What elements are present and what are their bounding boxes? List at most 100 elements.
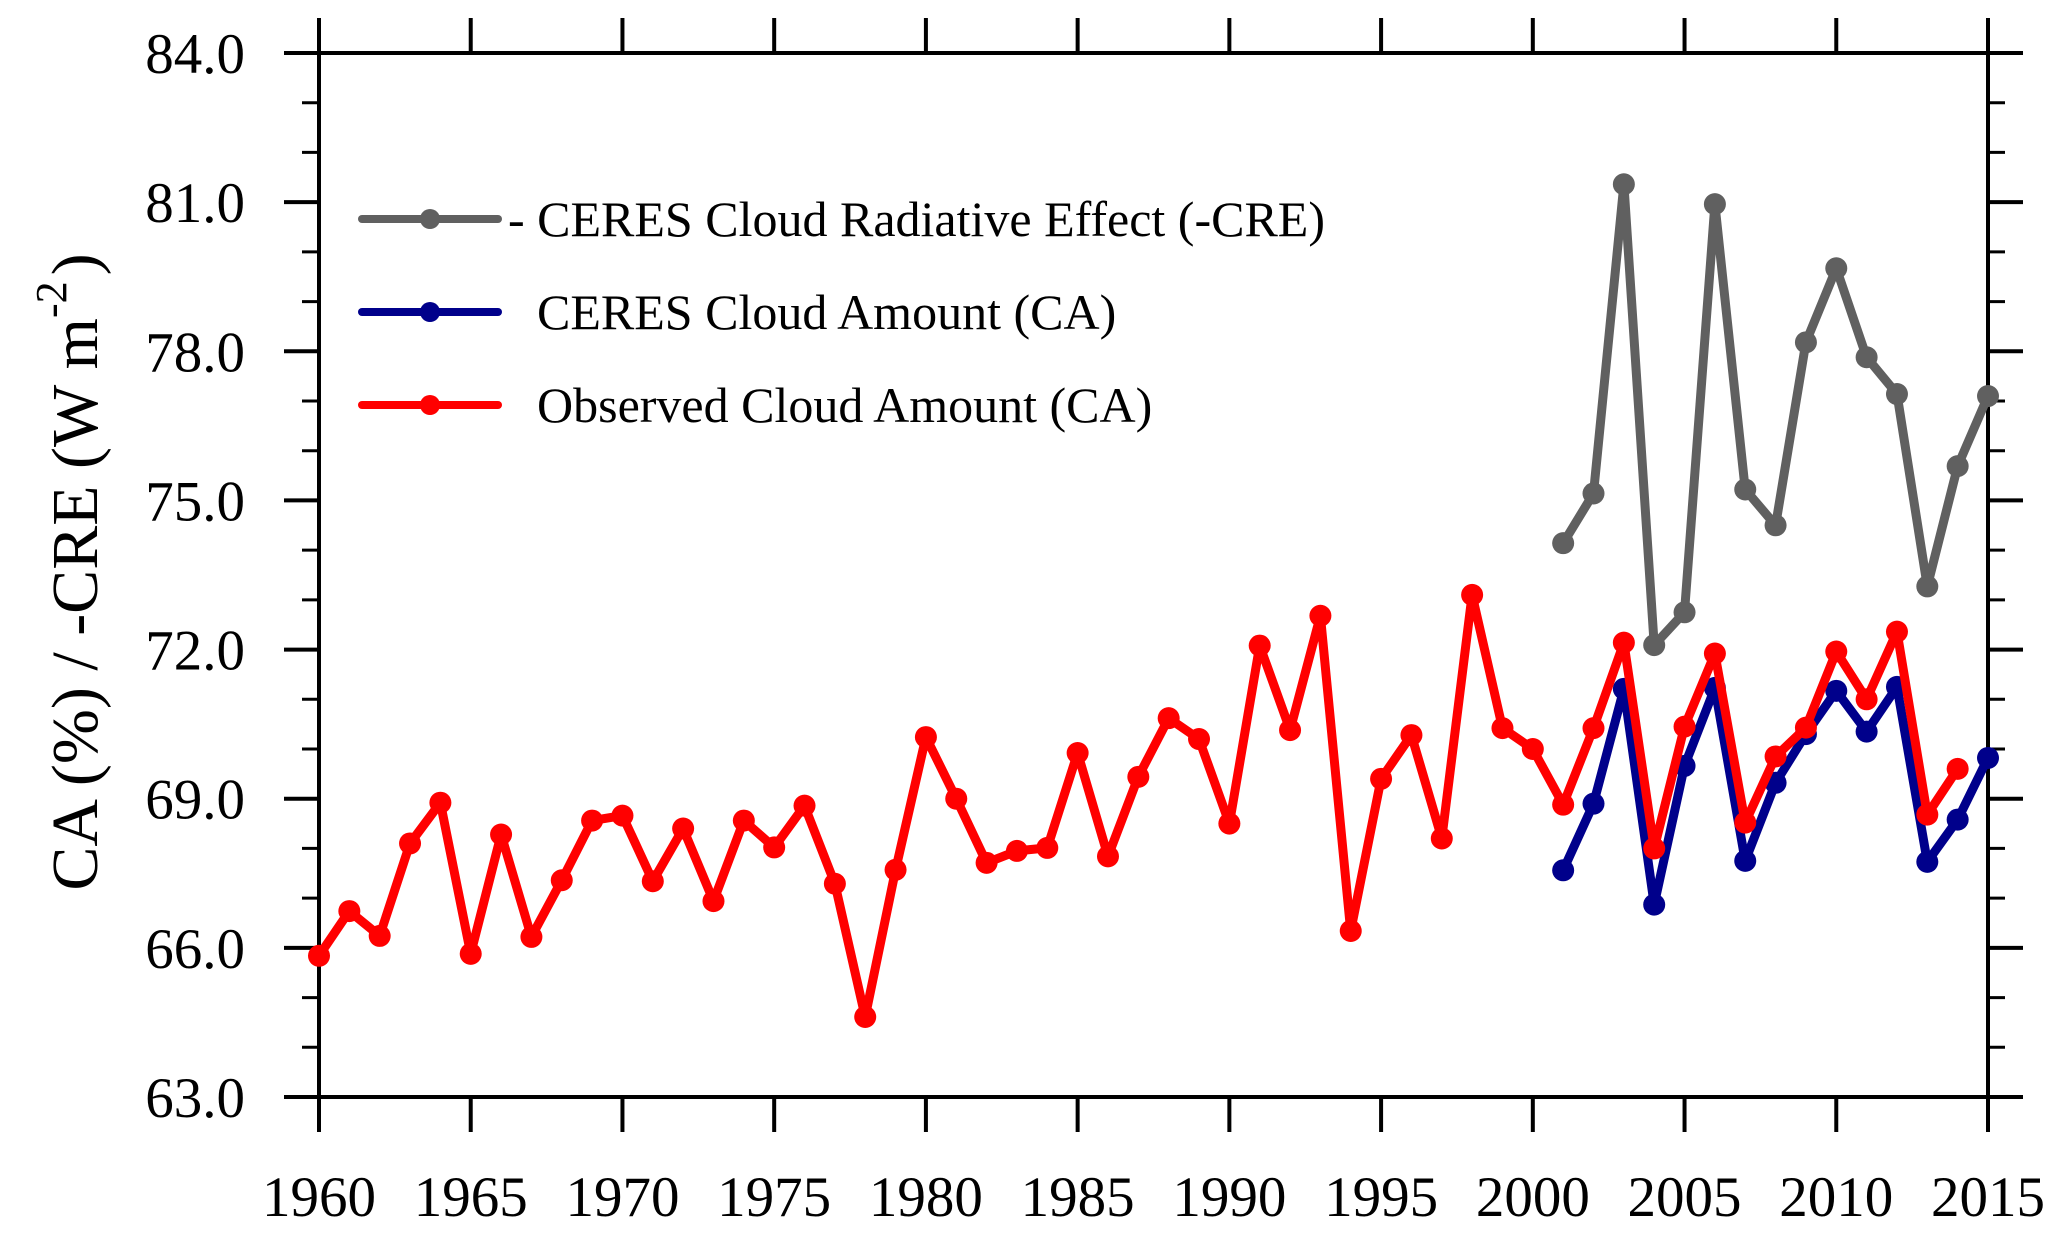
data-point-observed-ca [1916, 803, 1939, 826]
data-point-observed-ca [399, 832, 422, 855]
y-tick-label: 78.0 [145, 321, 245, 384]
data-point-cre [1673, 601, 1696, 624]
data-point-observed-ca [1643, 837, 1666, 860]
data-point-observed-ca [1521, 738, 1544, 760]
data-point-observed-ca [1461, 583, 1484, 606]
legend-swatch-marker [420, 209, 440, 229]
data-point-observed-ca [550, 869, 573, 892]
data-point-observed-ca [1127, 765, 1150, 788]
data-point-observed-ca [581, 809, 604, 832]
data-point-observed-ca [1309, 604, 1332, 627]
data-point-observed-ca [1673, 715, 1696, 738]
data-point-observed-ca [854, 1005, 877, 1028]
x-tick-label: 2015 [1931, 1166, 2045, 1229]
data-point-cre [1764, 514, 1787, 537]
x-tick-label: 2005 [1628, 1166, 1742, 1229]
data-point-observed-ca [1370, 767, 1393, 790]
data-point-observed-ca [1096, 845, 1119, 868]
data-point-ceres-ca [1825, 679, 1848, 702]
data-point-observed-ca [520, 925, 543, 948]
legend-swatch-marker [420, 395, 440, 415]
data-point-observed-ca [308, 944, 330, 967]
data-point-observed-ca [1582, 717, 1605, 740]
data-point-observed-ca [1552, 793, 1575, 816]
data-point-observed-ca [884, 858, 907, 881]
y-tick-label: 84.0 [145, 23, 245, 86]
data-point-observed-ca [611, 804, 634, 827]
data-point-cre [1916, 575, 1939, 598]
data-point-cre [1734, 478, 1757, 501]
data-point-observed-ca [1218, 812, 1241, 835]
data-point-observed-ca [1036, 836, 1059, 859]
data-point-ceres-ca [1734, 849, 1757, 872]
data-point-observed-ca [1885, 620, 1908, 643]
data-point-cre [1885, 383, 1908, 406]
data-point-observed-ca [823, 872, 846, 895]
data-point-observed-ca [459, 942, 482, 965]
data-point-ceres-ca [1582, 792, 1605, 815]
data-point-observed-ca [1248, 634, 1271, 657]
data-point-ceres-ca [1946, 808, 1969, 831]
legend-item-cre: - CERES Cloud Radiative Effect (-CRE) [358, 191, 1325, 247]
data-point-observed-ca [338, 900, 361, 923]
data-point-observed-ca [672, 817, 695, 840]
series-cre [1552, 173, 1999, 657]
data-point-cre [1643, 634, 1666, 657]
data-point-observed-ca [1734, 811, 1757, 834]
x-tick-label: 1990 [1172, 1166, 1286, 1229]
data-point-observed-ca [1430, 827, 1453, 850]
data-point-observed-ca [1339, 919, 1362, 942]
data-point-cre [1552, 532, 1575, 555]
data-point-observed-ca [1612, 631, 1635, 654]
series-ceres-ca [1552, 675, 1999, 916]
x-tick-label: 2010 [1779, 1166, 1893, 1229]
data-point-observed-ca [763, 836, 786, 859]
data-point-ceres-ca [1643, 893, 1666, 916]
data-point-observed-ca [368, 924, 391, 947]
data-point-observed-ca [1825, 640, 1848, 663]
x-tick-label: 1980 [869, 1166, 983, 1229]
data-point-ceres-ca [1855, 720, 1878, 743]
x-tick-label: 1985 [1021, 1166, 1135, 1229]
data-point-observed-ca [1279, 719, 1302, 742]
data-point-observed-ca [490, 823, 513, 846]
data-point-observed-ca [1855, 688, 1878, 711]
data-point-observed-ca [702, 890, 725, 913]
y-tick-label: 63.0 [145, 1067, 245, 1130]
data-point-observed-ca [641, 870, 664, 893]
x-tick-label: 2000 [1476, 1166, 1590, 1229]
data-point-observed-ca [914, 726, 937, 749]
data-point-observed-ca [429, 791, 452, 814]
legend-swatch-marker [420, 302, 440, 322]
data-point-cre [1855, 346, 1878, 369]
data-point-cre [1703, 193, 1726, 216]
data-point-cre [1977, 385, 1999, 408]
data-point-cre [1825, 257, 1848, 280]
y-tick-label: 69.0 [145, 769, 245, 832]
data-point-cre [1794, 331, 1817, 354]
data-point-cre [1946, 455, 1969, 478]
data-point-cre [1612, 173, 1635, 196]
y-tick-label: 72.0 [145, 620, 245, 683]
legend-item-ceres-ca: CERES Cloud Amount (CA) [358, 284, 1116, 340]
data-point-observed-ca [945, 787, 968, 810]
y-tick-label: 66.0 [145, 918, 245, 981]
data-point-observed-ca [732, 809, 755, 832]
legend-label: CERES Cloud Amount (CA) [537, 284, 1116, 340]
y-axis-title: CA (%) / -CRE (W m-2) [27, 253, 112, 890]
data-point-cre [1582, 482, 1605, 505]
x-tick-label: 1970 [565, 1166, 679, 1229]
data-point-ceres-ca [1977, 746, 1999, 769]
x-tick-label: 1965 [414, 1166, 528, 1229]
data-point-observed-ca [1157, 707, 1180, 730]
data-point-observed-ca [1400, 724, 1423, 747]
data-point-observed-ca [793, 794, 816, 817]
data-point-observed-ca [1764, 745, 1787, 768]
data-point-observed-ca [1794, 716, 1817, 739]
legend-label: Observed Cloud Amount (CA) [537, 377, 1152, 433]
data-point-observed-ca [1005, 839, 1028, 862]
data-point-observed-ca [1703, 642, 1726, 665]
data-point-ceres-ca [1552, 859, 1575, 882]
x-tick-label: 1995 [1324, 1166, 1438, 1229]
